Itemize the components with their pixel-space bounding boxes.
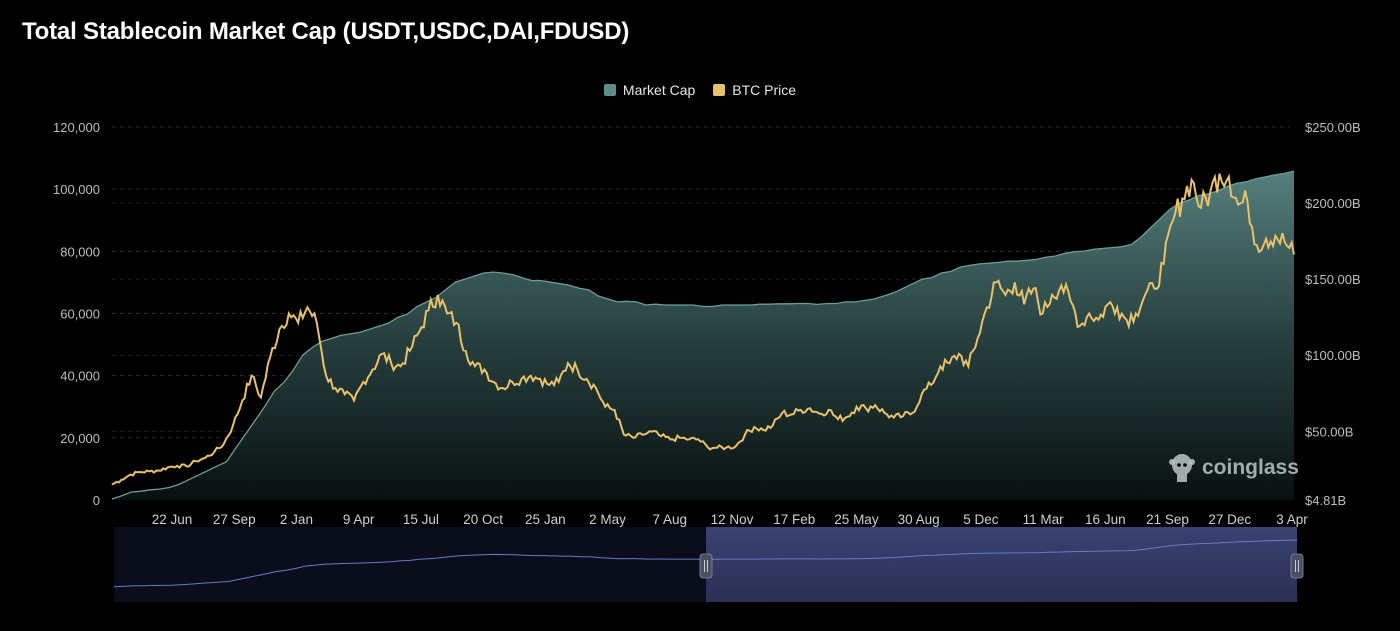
- right-tick-label: $200.00B: [1305, 196, 1361, 211]
- market-cap-line: [111, 170, 1295, 500]
- right-tick-label: $50.00B: [1305, 424, 1353, 439]
- left-tick-label: 80,000: [60, 244, 100, 259]
- x-tick-label: 9 Apr: [343, 512, 375, 527]
- x-tick-label: 20 Oct: [463, 512, 503, 527]
- x-tick-label: 22 Jun: [152, 512, 193, 527]
- legend-item-btc-price[interactable]: BTC Price: [713, 82, 796, 98]
- navigator-selection: [706, 527, 1297, 602]
- left-tick-label: 40,000: [60, 369, 100, 384]
- left-tick-label: 20,000: [60, 431, 100, 446]
- x-tick-label: 30 Aug: [898, 512, 940, 527]
- btc-price-line: [111, 173, 1295, 486]
- coinglass-logo-icon: [1169, 454, 1195, 482]
- left-tick-label: 100,000: [53, 182, 100, 197]
- watermark: coinglass: [1168, 452, 1299, 484]
- right-tick-label: $4.81B: [1305, 493, 1346, 508]
- x-axis: 22 Jun 27 Sep 2 Jan 9 Apr 15 Jul 20 Oct 25 Jan…: [152, 512, 1309, 527]
- x-tick-label: 12 Nov: [711, 512, 754, 527]
- x-tick-label: 21 Sep: [1146, 512, 1189, 527]
- x-tick-label: 27 Dec: [1208, 512, 1251, 527]
- left-tick-label: 60,000: [60, 307, 100, 322]
- x-tick-label: 3 Apr: [1276, 512, 1308, 527]
- x-tick-label: 2 May: [589, 512, 626, 527]
- x-tick-label: 7 Aug: [653, 512, 688, 527]
- left-tick-label: 120,000: [53, 120, 100, 135]
- chart-title: Total Stablecoin Market Cap (USDT,USDC,D…: [22, 18, 630, 45]
- x-tick-label: 15 Jul: [403, 512, 439, 527]
- x-tick-label: 25 May: [834, 512, 879, 527]
- watermark-text: coinglass: [1202, 456, 1299, 479]
- right-tick-label: $100.00B: [1305, 348, 1361, 363]
- legend-swatch-btc-price: [713, 84, 726, 96]
- x-tick-label: 11 Mar: [1023, 512, 1065, 527]
- legend-label-market-cap: Market Cap: [622, 82, 696, 98]
- left-tick-label: 0: [93, 493, 100, 508]
- legend-item-market-cap[interactable]: Market Cap: [603, 82, 696, 98]
- x-tick-label: 17 Feb: [773, 512, 815, 527]
- legend-label-btc-price: BTC Price: [732, 82, 797, 98]
- right-axis: $4.81B $50.00B $100.00B $150.00B $200.00B $25…: [1305, 120, 1361, 508]
- x-tick-label: 16 Jun: [1085, 512, 1126, 527]
- right-tick-label: $250.00B: [1305, 120, 1361, 135]
- x-tick-label: 27 Sep: [213, 512, 256, 527]
- navigator-handle-left[interactable]: [699, 553, 713, 579]
- x-tick-label: 25 Jan: [525, 512, 566, 527]
- market-cap-area: [112, 171, 1294, 500]
- x-tick-label: 5 Dec: [963, 512, 999, 527]
- x-tick-label: 2 Jan: [280, 512, 313, 527]
- right-tick-label: $150.00B: [1305, 272, 1361, 287]
- legend-swatch-market-cap: [603, 84, 616, 96]
- left-axis: 0 20,000 40,000 60,000 80,000 100,000 120,000: [53, 120, 100, 508]
- navigator-handle-right[interactable]: [1290, 553, 1304, 579]
- range-navigator: [113, 527, 1304, 602]
- legend: Market Cap BTC Price: [0, 82, 1400, 98]
